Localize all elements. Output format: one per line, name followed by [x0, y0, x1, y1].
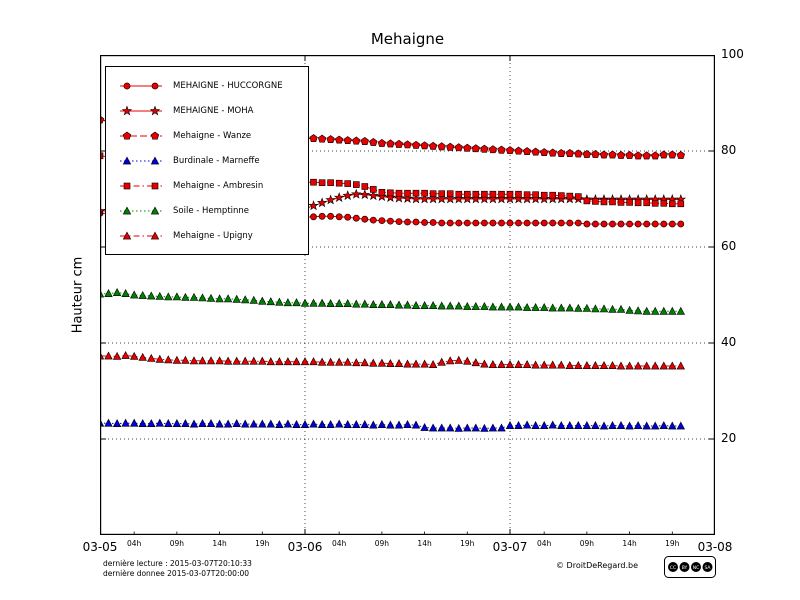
legend-sample-icon	[120, 155, 162, 164]
legend-sample-icon	[120, 230, 162, 239]
cc-license-icon: CC BY NC SA	[664, 556, 716, 578]
legend-item-label: Mehaigne - Ambresin	[173, 180, 264, 191]
y-tick-label: 100	[721, 47, 744, 61]
legend-item: Mehaigne - Wanze	[110, 123, 304, 148]
x-tick-label-hour: 04h	[332, 539, 347, 548]
y-tick-label: 20	[721, 431, 737, 445]
x-tick-label-hour: 09h	[579, 539, 595, 548]
x-tick-label-day: 03-06	[287, 540, 323, 554]
copyright-text: © DroitDeRegard.be	[556, 561, 639, 570]
legend-item-label: Mehaigne - Upigny	[173, 230, 253, 241]
x-tick-label-day: 03-08	[697, 540, 733, 554]
legend-sample-icon	[120, 82, 162, 89]
legend-item: Mehaigne - Upigny	[110, 223, 304, 248]
legend-item: Soile - Hemptinne	[110, 198, 304, 223]
x-tick-label-hour: 09h	[374, 539, 390, 548]
legend-item: MEHAIGNE - HUCCORGNE	[110, 73, 304, 98]
x-tick-label-hour: 04h	[127, 539, 142, 548]
legend-item-label: MEHAIGNE - HUCCORGNE	[173, 80, 283, 91]
x-tick-label-day: 03-07	[492, 540, 528, 554]
legend-sample-icon	[120, 131, 162, 140]
legend-item-label: MEHAIGNE - MOHA	[173, 105, 254, 116]
legend-sample-icon	[120, 205, 162, 214]
legend-item-label: Mehaigne - Wanze	[173, 130, 252, 141]
legend-item-label: Burdinale - Marneffe	[173, 155, 260, 166]
x-tick-label-hour: 19h	[665, 539, 680, 548]
y-tick-label: 60	[721, 239, 737, 253]
cc-license-badge: CC BY NC SA	[664, 556, 716, 582]
page-title: Mehaigne	[370, 30, 445, 48]
x-tick-label-day: 03-05	[82, 540, 118, 554]
x-tick-label-hour: 04h	[537, 539, 552, 548]
y-tick-label: 80	[721, 143, 737, 157]
svg-text:CC: CC	[670, 565, 676, 571]
svg-text:BY: BY	[682, 565, 688, 571]
last-reading-text: dernière lecture : 2015-03-07T20:10:33	[103, 559, 252, 568]
x-tick-label-hour: 14h	[417, 539, 432, 548]
x-tick-label-hour: 14h	[212, 539, 227, 548]
last-data-text: dernière donnee 2015-03-07T20:00:00	[103, 569, 250, 578]
svg-text:SA: SA	[704, 565, 711, 571]
legend-item: Burdinale - Marneffe	[110, 148, 304, 173]
legend-item: MEHAIGNE - MOHA	[110, 98, 304, 123]
y-axis-label: Hauteur cm	[70, 256, 86, 334]
x-tick-label-hour: 19h	[255, 539, 270, 548]
y-tick-label: 40	[721, 335, 737, 349]
x-tick-label-hour: 14h	[622, 539, 637, 548]
legend-item: Mehaigne - Ambresin	[110, 173, 304, 198]
legend: MEHAIGNE - HUCCORGNE MEHAIGNE - MOHA Mehai…	[105, 66, 309, 255]
legend-item-label: Soile - Hemptinne	[173, 205, 250, 216]
legend-sample-icon	[120, 105, 162, 115]
svg-text:NC: NC	[693, 565, 700, 571]
x-tick-label-hour: 09h	[169, 539, 185, 548]
legend-sample-icon	[120, 182, 162, 189]
x-tick-label-hour: 19h	[460, 539, 475, 548]
